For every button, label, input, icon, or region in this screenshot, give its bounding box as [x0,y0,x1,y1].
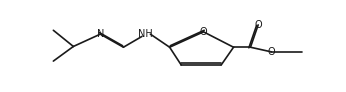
Text: N: N [97,29,104,39]
Text: NH: NH [138,29,153,39]
Text: O: O [254,20,262,30]
Text: O: O [200,27,207,37]
Text: O: O [267,47,275,57]
